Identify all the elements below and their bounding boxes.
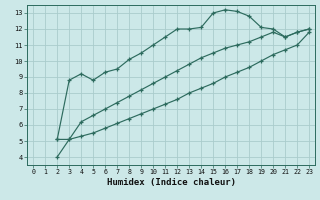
X-axis label: Humidex (Indice chaleur): Humidex (Indice chaleur) — [107, 178, 236, 187]
